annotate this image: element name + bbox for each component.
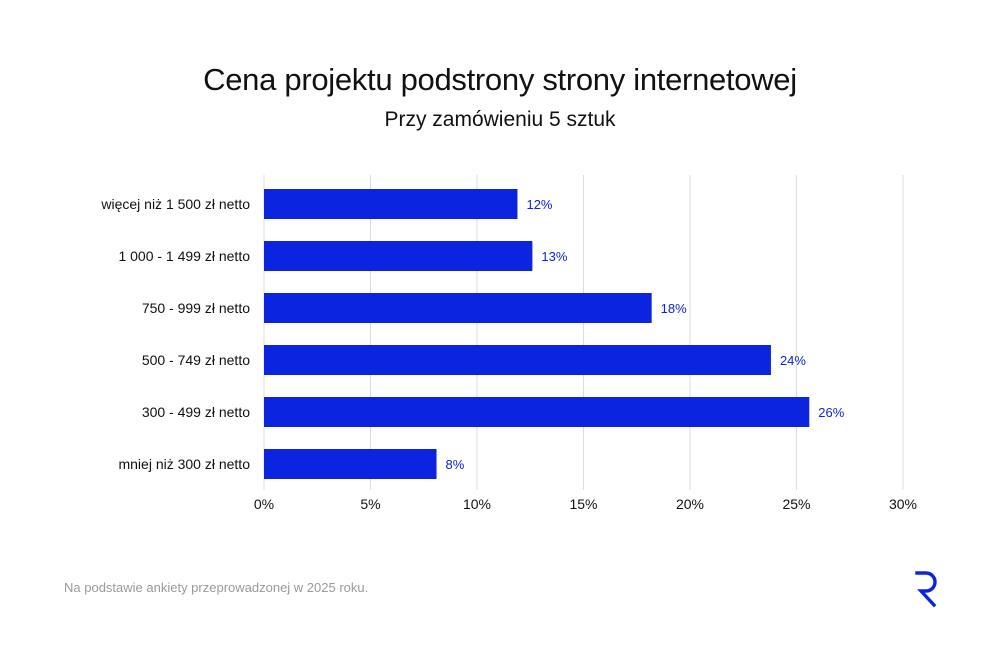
category-label: mniej niż 300 zł netto [118,456,250,472]
bar-chart: 0% 5% 10% 15% 20% 25% 30% więcej niż 1 500 zł n… [100,175,917,512]
bar [264,241,533,271]
data-label: 13% [541,249,567,264]
category-label: więcej niż 1 500 zł netto [100,196,250,212]
bar [264,449,437,479]
data-label: 18% [661,301,687,316]
chart-title: Cena projektu podstrony strony interneto… [203,62,797,97]
x-tick-label: 20% [676,496,704,512]
category-label: 300 - 499 zł netto [142,404,250,420]
x-tick-label: 15% [569,496,597,512]
bar [264,397,810,427]
x-tick-label: 5% [360,496,380,512]
data-label: 8% [446,457,465,472]
footnote: Na podstawie ankiety przeprowadzonej w 2… [64,580,369,595]
data-label: 26% [818,405,844,420]
data-label: 24% [780,353,806,368]
x-tick-label: 25% [782,496,810,512]
x-tick-label: 0% [254,496,274,512]
chart-subtitle: Przy zamówieniu 5 sztuk [384,108,616,131]
x-tick-label: 30% [889,496,917,512]
grid-layer [263,175,904,490]
brand-logo-icon [915,571,937,608]
data-label: 12% [526,197,552,212]
category-label: 750 - 999 zł netto [142,300,250,316]
bar [264,293,652,323]
bar-layer [264,189,810,479]
category-label: 1 000 - 1 499 zł netto [118,248,250,264]
category-label: 500 - 749 zł netto [142,352,250,368]
bar [264,189,518,219]
label-layer: 0% 5% 10% 15% 20% 25% 30% więcej niż 1 500 zł n… [100,196,917,512]
x-tick-label: 10% [463,496,491,512]
bar [264,345,771,375]
